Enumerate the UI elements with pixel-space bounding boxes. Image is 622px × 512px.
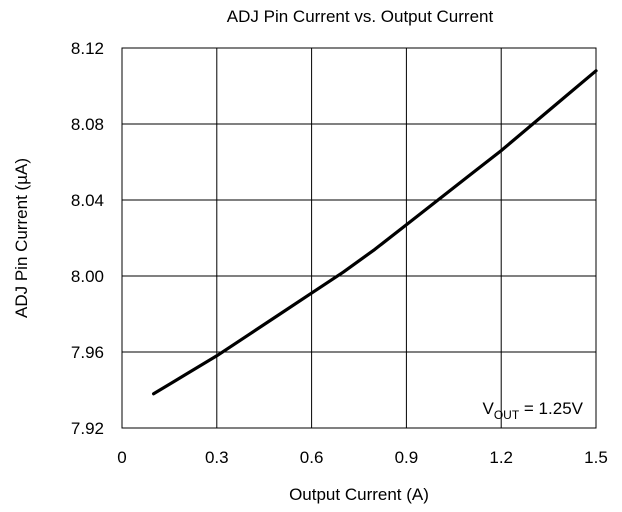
x-tick-label: 1.5: [584, 448, 608, 467]
x-tick-label: 0.9: [395, 448, 419, 467]
x-tick-label: 0.3: [205, 448, 229, 467]
y-axis-label: ADJ Pin Current (µA): [12, 158, 31, 318]
x-tick-label: 0: [117, 448, 126, 467]
vout-annotation: VOUT = 1.25V: [483, 399, 584, 422]
chart-title: ADJ Pin Current vs. Output Current: [227, 7, 494, 26]
vout-annotation-suffix: = 1.25V: [519, 399, 583, 418]
grid: [122, 48, 596, 428]
y-tick-label: 8.12: [71, 39, 104, 58]
vout-annotation-prefix: V: [483, 399, 495, 418]
x-tick-labels: 0 0.3 0.6 0.9 1.2 1.5: [117, 448, 608, 467]
series-line: [152, 69, 598, 396]
x-tick-label: 0.6: [300, 448, 324, 467]
y-tick-label: 8.08: [71, 115, 104, 134]
vout-annotation-subscript: OUT: [494, 408, 520, 422]
x-axis-label: Output Current (A): [289, 485, 429, 504]
y-tick-label: 8.00: [71, 267, 104, 286]
x-tick-label: 1.2: [489, 448, 513, 467]
y-tick-label: 8.04: [71, 191, 104, 210]
y-tick-label: 7.92: [71, 419, 104, 438]
y-tick-labels: 7.92 7.96 8.00 8.04 8.08 8.12: [71, 39, 104, 438]
plot-frame: [121, 47, 597, 429]
y-tick-label: 7.96: [71, 343, 104, 362]
